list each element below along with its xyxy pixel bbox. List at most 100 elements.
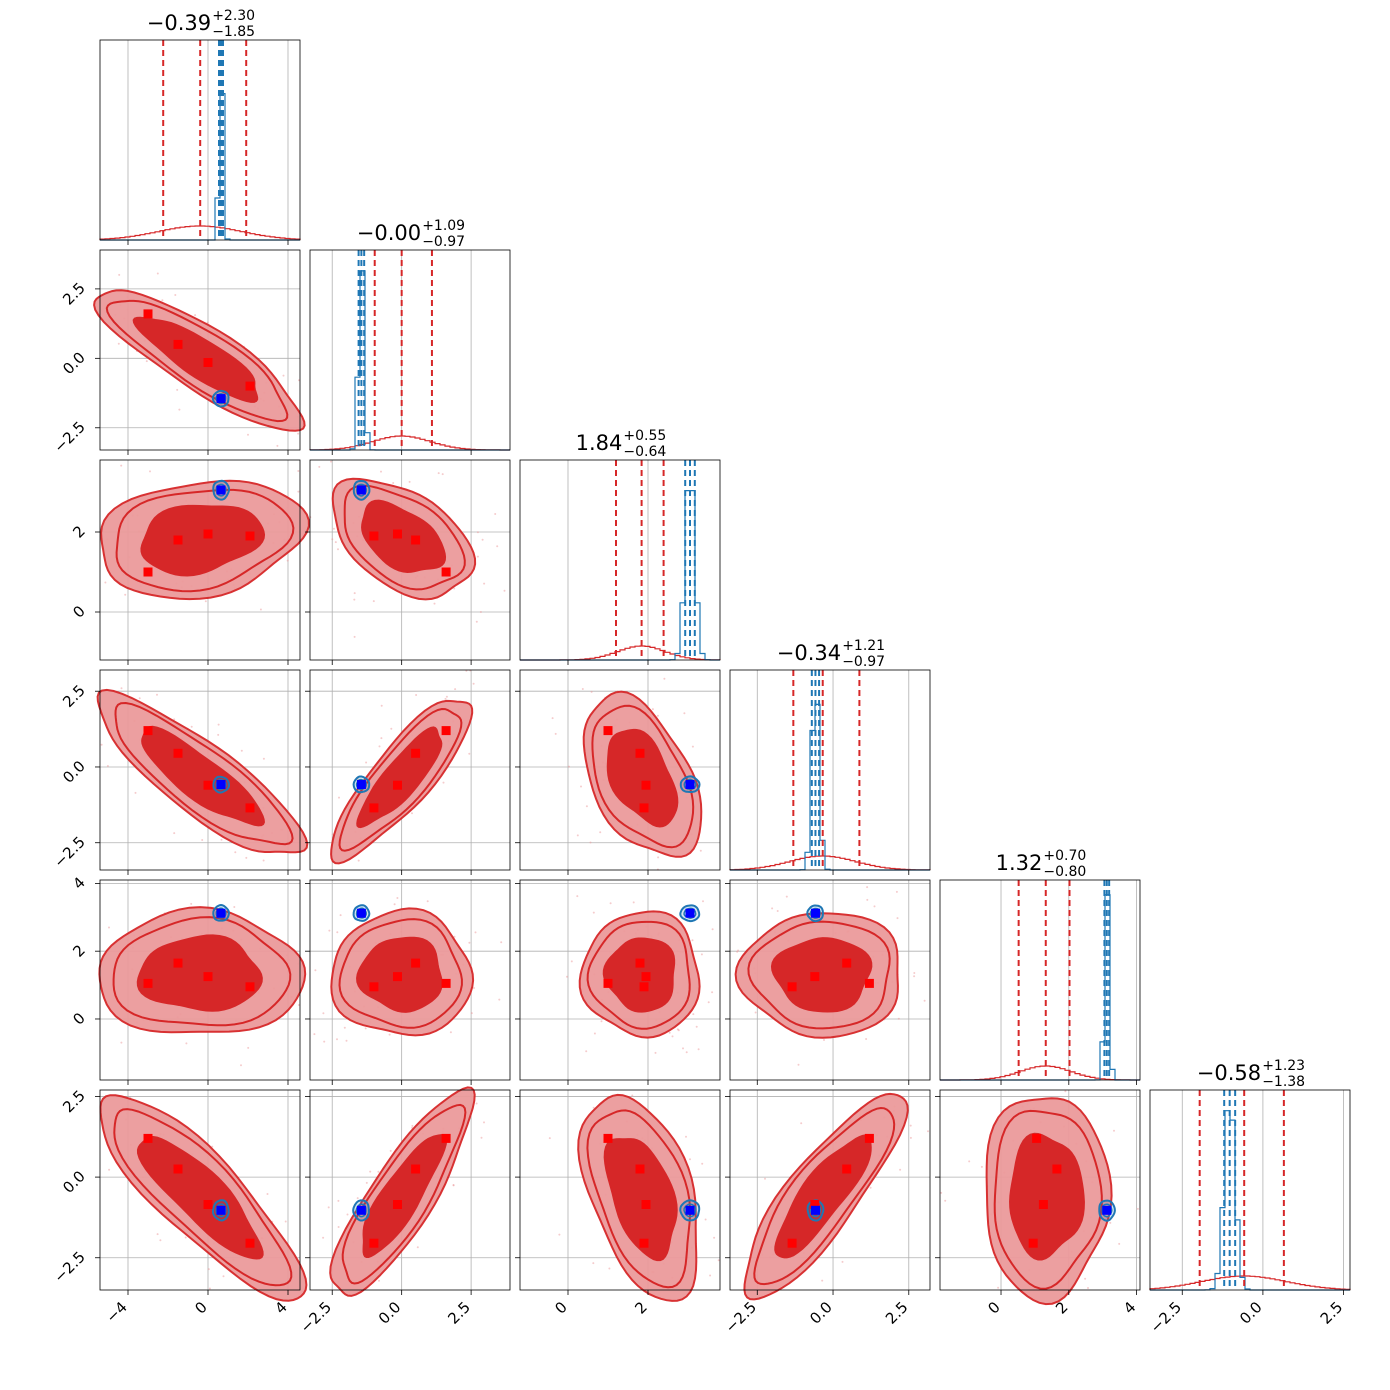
- primary-marker: [173, 748, 183, 758]
- sample-point: [336, 931, 339, 934]
- secondary-histogram: [310, 270, 510, 451]
- histogram-panel-1: −0.00 +1.09−0.97: [309, 218, 511, 455]
- sample-point: [711, 928, 714, 931]
- sample-point: [313, 1033, 316, 1036]
- sample-point: [433, 602, 436, 605]
- primary-marker: [245, 1238, 255, 1248]
- secondary-marker: [216, 394, 226, 404]
- sample-point: [408, 480, 411, 483]
- sample-point: [689, 1158, 691, 1161]
- sample-point: [592, 1106, 595, 1109]
- sample-point: [297, 432, 300, 435]
- sample-point: [500, 941, 503, 944]
- sample-point: [913, 972, 916, 974]
- primary-marker: [411, 958, 421, 968]
- sample-point: [134, 791, 137, 794]
- histogram-panel-0: −0.39 +2.30−1.85: [99, 8, 301, 245]
- primary-contour-inner: [132, 316, 259, 403]
- primary-marker: [810, 1200, 820, 1209]
- sample-point: [120, 464, 123, 467]
- primary-contour-mid: [105, 299, 289, 423]
- sample-point: [873, 905, 876, 908]
- histogram-panel-3: −0.34 +1.21−0.97: [729, 638, 931, 875]
- sample-point: [691, 745, 694, 748]
- primary-marker: [635, 1164, 645, 1174]
- primary-marker: [411, 748, 421, 758]
- primary-marker: [393, 780, 402, 790]
- sample-point: [656, 714, 659, 717]
- sample-point: [380, 737, 383, 740]
- sample-point: [476, 531, 479, 534]
- sample-point: [581, 688, 584, 690]
- sample-point: [411, 812, 413, 815]
- primary-contour-inner: [362, 1134, 448, 1259]
- sample-point: [609, 902, 612, 905]
- sample-point: [475, 620, 478, 623]
- primary-histogram: [309, 435, 510, 451]
- parameter-title-minus: −0.97: [842, 654, 885, 670]
- sample-point: [318, 465, 321, 468]
- sample-point: [707, 1001, 710, 1004]
- sample-point: [1064, 1090, 1067, 1093]
- sample-point: [259, 608, 262, 611]
- primary-marker: [411, 1164, 421, 1174]
- sample-point: [190, 725, 193, 728]
- primary-marker: [245, 803, 255, 813]
- parameter-title-minus: −0.64: [623, 444, 666, 460]
- sample-point: [328, 929, 331, 932]
- sample-point: [585, 805, 588, 808]
- secondary-marker: [356, 780, 366, 789]
- sample-point: [184, 1236, 187, 1239]
- sample-point: [138, 697, 141, 700]
- primary-marker: [603, 726, 613, 736]
- sample-point: [479, 611, 482, 613]
- sample-point: [298, 1004, 300, 1006]
- sample-point: [159, 1239, 162, 1242]
- sample-point: [453, 587, 456, 590]
- sample-point: [390, 727, 393, 730]
- sample-point: [483, 582, 486, 585]
- sample-point: [865, 1038, 868, 1040]
- sample-point: [473, 987, 475, 989]
- sample-point: [711, 991, 714, 994]
- primary-marker: [173, 339, 183, 349]
- primary-contour-mid: [586, 920, 691, 1030]
- x-tick-label: 2.5: [444, 1298, 474, 1328]
- panel-frame: [939, 879, 1141, 1081]
- x-tick-label: 0.0: [806, 1298, 836, 1328]
- sample-point: [357, 859, 360, 862]
- sample-point: [899, 1168, 902, 1171]
- sample-point: [173, 832, 176, 835]
- primary-marker: [203, 972, 213, 982]
- x-tick-label: 0.0: [1236, 1298, 1266, 1328]
- sample-point: [841, 1260, 844, 1263]
- sample-point: [997, 1286, 1000, 1289]
- x-tick-label: 0: [191, 1298, 210, 1317]
- parameter-title-minus: −0.97: [422, 234, 465, 250]
- sample-point: [388, 1033, 391, 1036]
- sample-point: [156, 1233, 159, 1236]
- sample-point: [222, 1275, 225, 1278]
- sample-point: [1113, 1129, 1115, 1132]
- sample-point: [240, 749, 243, 752]
- sample-point: [481, 538, 484, 541]
- primary-contour-mid: [753, 1106, 896, 1286]
- primary-contour-inner: [136, 934, 263, 1012]
- secondary-marker: [216, 780, 226, 789]
- sample-point: [548, 1137, 551, 1140]
- parameter-title: −0.34: [777, 641, 841, 665]
- parameter-title-minus: −0.80: [1043, 864, 1086, 880]
- sample-point: [702, 900, 704, 903]
- primary-contour-inner: [770, 937, 873, 1013]
- primary-marker: [245, 982, 255, 992]
- sample-point: [657, 856, 660, 859]
- sample-point: [468, 752, 471, 755]
- x-tick-label: 0: [984, 1298, 1003, 1317]
- sample-point: [737, 949, 740, 952]
- sample-point: [940, 1191, 943, 1194]
- sample-point: [699, 849, 702, 852]
- sample-point: [190, 902, 193, 905]
- sample-point: [593, 1032, 596, 1035]
- sample-point: [337, 1199, 340, 1202]
- sample-point: [353, 598, 356, 601]
